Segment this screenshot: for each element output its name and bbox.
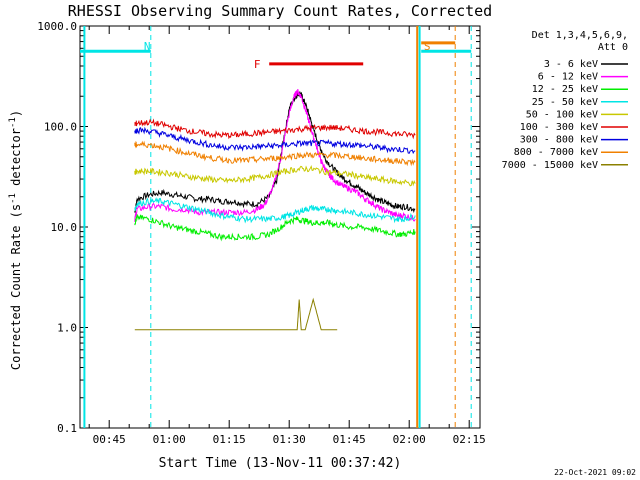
series-6-12-kev	[134, 89, 416, 222]
legend-item: 100 - 300 keV	[520, 122, 628, 133]
series-25-50-kev	[134, 197, 416, 224]
series-line	[134, 89, 416, 222]
x-tick-label: 01:15	[213, 433, 246, 446]
legend-header: Det 1,3,4,5,6,9,	[532, 30, 628, 41]
footer-timestamp: 22-Oct-2021 09:02	[554, 468, 636, 477]
legend-label: 12 - 25 keV	[532, 84, 598, 95]
legend-label: 300 - 800 keV	[520, 135, 598, 146]
x-tick-label: 02:15	[453, 433, 486, 446]
legend-header: Att 0	[598, 42, 628, 53]
x-tick-label: 01:45	[333, 433, 366, 446]
legend-label: 7000 - 15000 keV	[502, 160, 598, 171]
series-300-800-kev	[134, 126, 416, 155]
series-50-100-kev	[134, 165, 416, 187]
legend-label: 50 - 100 keV	[526, 109, 598, 120]
legend-item: 12 - 25 keV	[532, 84, 628, 95]
legend: Det 1,3,4,5,6,9,Att 03 - 6 keV 6 - 12 keV…	[502, 30, 628, 171]
y-axis-label-sup1: -1	[8, 193, 18, 204]
legend-label: 800 - 7000 keV	[514, 147, 598, 158]
y-axis-label-main: Corrected Count Rate (s	[9, 204, 23, 370]
annotation-flare: F	[254, 58, 261, 71]
y-tick-label: 0.1	[57, 422, 77, 435]
series-12-25-kev	[134, 214, 416, 242]
y-tick-label: 10.0	[51, 221, 78, 234]
legend-label: 3 - 6 keV	[544, 59, 598, 70]
y-axis-label-mid: detector	[9, 128, 23, 193]
y-tick-label: 1000.0	[37, 20, 77, 33]
legend-item: 3 - 6 keV	[544, 59, 628, 70]
x-tick-label: 02:00	[393, 433, 426, 446]
annotation-saa: S	[424, 40, 431, 53]
y-axis-label: Corrected Count Rate (s-1 detector-1)	[8, 110, 23, 370]
y-axis-label-sup2: -1	[8, 117, 18, 128]
x-tick-label: 01:30	[273, 433, 306, 446]
legend-item: 25 - 50 keV	[532, 97, 628, 108]
series-line	[134, 118, 416, 140]
series-line	[134, 140, 416, 167]
chart-title: RHESSI Observing Summary Count Rates, Co…	[68, 2, 492, 20]
legend-label: 25 - 50 keV	[532, 97, 598, 108]
series-line	[134, 214, 416, 242]
legend-label: 100 - 300 keV	[520, 122, 598, 133]
series-7000-15000-kev	[134, 297, 338, 331]
legend-item: 800 - 7000 keV	[514, 147, 628, 158]
series-line	[134, 197, 416, 224]
series-800-7000-kev	[134, 140, 416, 167]
y-axis-label-end: )	[9, 110, 23, 117]
y-tick-label: 100.0	[44, 121, 77, 134]
x-tick-label: 00:45	[93, 433, 126, 446]
annotation-night: N	[144, 40, 151, 53]
legend-label: 6 - 12 keV	[538, 72, 598, 83]
x-axis-label: Start Time (13-Nov-11 00:37:42)	[159, 456, 402, 471]
y-tick-label: 1.0	[57, 322, 77, 335]
legend-item: 7000 - 15000 keV	[502, 160, 628, 171]
series-line	[134, 126, 416, 155]
svg-text:Corrected Count Rate (s-1 dete: Corrected Count Rate (s-1 detector-1)	[8, 110, 23, 370]
legend-item: 50 - 100 keV	[526, 109, 628, 120]
legend-item: 300 - 800 keV	[520, 135, 628, 146]
x-tick-label: 01:00	[153, 433, 186, 446]
legend-item: 6 - 12 keV	[538, 72, 628, 83]
plot-area: 0.1 1.0 10.0 100.0 1000.0 00:45 01:00 01:15 01:3…	[37, 20, 486, 446]
series-100-300-kev	[134, 118, 416, 140]
series-line	[134, 297, 338, 331]
series-line	[134, 165, 416, 187]
